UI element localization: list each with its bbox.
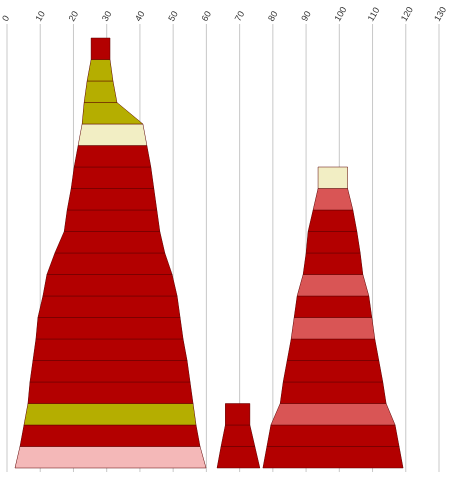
cone-layer xyxy=(216,446,261,469)
cone-layer xyxy=(296,274,370,297)
cone-layer xyxy=(262,446,404,469)
cone-layer xyxy=(37,295,181,318)
x-tick-label: 60 xyxy=(199,9,213,23)
cone-layer xyxy=(282,360,384,383)
cone-layer xyxy=(27,381,194,404)
x-tick-label: 110 xyxy=(366,6,382,23)
cone-layer xyxy=(42,274,178,297)
cone-layer xyxy=(70,166,155,189)
cone-layer xyxy=(312,188,354,211)
cone-layer xyxy=(317,166,348,189)
cone-layer xyxy=(302,252,364,275)
x-tick-label: 0 xyxy=(0,14,11,23)
x-tick-label: 30 xyxy=(100,9,114,23)
cone-layer xyxy=(307,209,358,232)
x-tick-label: 130 xyxy=(432,5,448,23)
cone-layer xyxy=(66,188,158,211)
cone-layer xyxy=(270,403,396,426)
cone-layer xyxy=(14,446,207,469)
x-tick-label: 20 xyxy=(67,9,81,23)
cone-layer xyxy=(77,123,148,146)
cone-layer xyxy=(225,403,251,426)
cone-layer xyxy=(305,231,361,254)
x-tick-label: 100 xyxy=(332,5,348,23)
cone-layer xyxy=(266,424,400,447)
x-tick-label: 40 xyxy=(133,9,147,23)
cone-layer xyxy=(293,295,373,318)
cone-layer xyxy=(86,59,114,82)
cone-layer xyxy=(29,360,191,383)
x-tick-label: 50 xyxy=(166,9,180,23)
x-tick-label: 80 xyxy=(266,9,280,23)
cone-layer xyxy=(63,209,161,232)
x-tick-label: 70 xyxy=(233,9,247,23)
cone-layer xyxy=(81,102,144,125)
cone-layer xyxy=(279,381,387,404)
cone-layer xyxy=(286,338,380,361)
cone-layer xyxy=(83,80,118,103)
cone-layer xyxy=(220,424,256,447)
x-tick-label: 10 xyxy=(33,9,47,23)
cone-layer xyxy=(32,338,188,361)
cone-layer xyxy=(35,317,184,340)
cone-layer xyxy=(54,231,166,254)
cone-layer xyxy=(290,317,376,340)
cone-layer xyxy=(73,145,152,168)
cone-layer xyxy=(19,424,201,447)
cone-layer xyxy=(23,403,197,426)
x-tick-label: 90 xyxy=(299,9,313,23)
x-tick-label: 120 xyxy=(399,5,415,23)
cone-layer xyxy=(90,37,111,60)
cone-layer xyxy=(46,252,173,275)
